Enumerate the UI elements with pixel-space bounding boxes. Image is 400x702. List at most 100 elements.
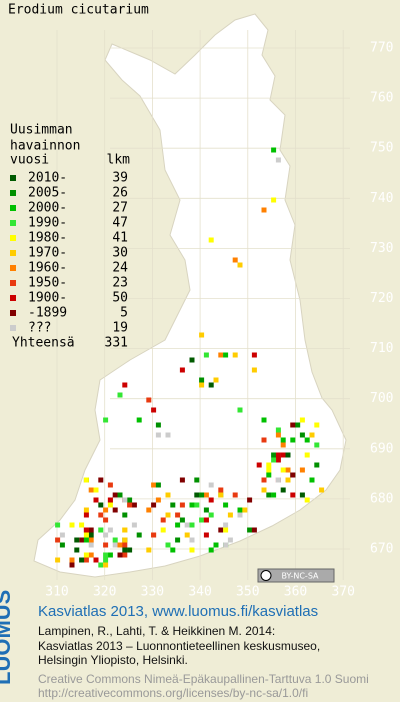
legend-count: 41 xyxy=(112,231,128,246)
occurrence-square xyxy=(79,537,85,543)
citation: Lampinen, R., Lahti, T. & Heikkinen M. 2… xyxy=(38,624,275,638)
logo: LUOMUS xyxy=(0,590,15,685)
y-label: 700 xyxy=(370,391,393,406)
occurrence-square xyxy=(117,542,123,548)
occurrence-square xyxy=(266,492,272,498)
occurrence-square xyxy=(299,467,305,473)
occurrence-square xyxy=(208,512,214,518)
legend-label: 2010- xyxy=(28,171,67,186)
occurrence-square xyxy=(242,507,248,513)
occurrence-square xyxy=(170,502,176,508)
legend-swatch xyxy=(10,310,16,316)
occurrence-square xyxy=(218,352,224,358)
occurrence-square xyxy=(83,477,89,483)
occurrence-square xyxy=(309,477,315,483)
occurrence-square xyxy=(266,462,272,468)
legend-count: 24 xyxy=(112,261,128,276)
occurrence-square xyxy=(227,537,233,543)
occurrence-square xyxy=(208,482,214,488)
license-badge: BY-NC-SA xyxy=(257,568,335,583)
occurrence-square xyxy=(55,557,61,563)
occurrence-square xyxy=(79,522,85,528)
occurrence-square xyxy=(223,522,229,528)
occurrence-square xyxy=(256,462,262,468)
occurrence-square xyxy=(275,157,281,163)
x-label: 320 xyxy=(93,585,116,600)
occurrence-square xyxy=(271,452,277,458)
y-label: 690 xyxy=(370,441,393,456)
occurrence-square xyxy=(208,547,214,553)
occurrence-square xyxy=(189,522,195,528)
occurrence-square xyxy=(251,352,257,358)
legend-swatch xyxy=(10,235,16,241)
occurrence-square xyxy=(275,477,281,483)
occurrence-square xyxy=(261,437,267,443)
occurrence-square xyxy=(103,532,109,538)
occurrence-square xyxy=(151,532,157,538)
occurrence-square xyxy=(122,527,128,533)
legend-label: 1960- xyxy=(28,261,67,276)
occurrence-square xyxy=(280,487,286,493)
y-label: 710 xyxy=(370,341,393,356)
legend-swatch xyxy=(10,220,16,226)
occurrence-square xyxy=(59,542,65,548)
legend-label: 1950- xyxy=(28,276,67,291)
occurrence-square xyxy=(155,497,161,503)
occurrence-square xyxy=(155,432,161,438)
legend-swatch xyxy=(10,250,16,256)
occurrence-square xyxy=(223,542,229,548)
occurrence-square xyxy=(203,517,209,523)
occurrence-square xyxy=(127,502,133,508)
y-label: 720 xyxy=(370,291,393,306)
occurrence-square xyxy=(232,257,238,263)
occurrence-square xyxy=(275,427,281,433)
occurrence-square xyxy=(232,492,238,498)
legend-heading: havainnon xyxy=(10,139,80,154)
occurrence-square xyxy=(179,502,185,508)
occurrence-square xyxy=(136,417,142,423)
occurrence-square xyxy=(175,522,181,528)
occurrence-square xyxy=(208,237,214,243)
occurrence-square xyxy=(251,367,257,373)
occurrence-square xyxy=(98,562,104,568)
occurrence-square xyxy=(304,497,310,503)
occurrence-square xyxy=(122,542,128,548)
occurrence-square xyxy=(271,492,277,498)
occurrence-square xyxy=(146,507,152,513)
occurrence-square xyxy=(275,452,281,458)
legend-column: lkm xyxy=(107,153,131,168)
legend-total-label: Yhteensä xyxy=(12,336,75,351)
legend-count: 19 xyxy=(112,321,128,336)
occurrence-square xyxy=(261,207,267,213)
occurrence-square xyxy=(203,352,209,358)
legend-count: 39 xyxy=(112,171,128,186)
legend-label: 1980- xyxy=(28,231,67,246)
occurrence-square xyxy=(251,527,257,533)
legend-label: ??? xyxy=(28,321,51,336)
occurrence-square xyxy=(290,472,296,478)
occurrence-square xyxy=(122,497,128,503)
y-label: 670 xyxy=(370,542,393,557)
occurrence-square xyxy=(103,507,109,513)
occurrence-square xyxy=(83,552,89,558)
occurrence-square xyxy=(271,457,277,463)
occurrence-square xyxy=(122,382,128,388)
occurrence-square xyxy=(189,502,195,508)
occurrence-square xyxy=(194,492,200,498)
citation: Kasviatlas 2013 – Luonnontieteellinen ke… xyxy=(38,639,320,653)
occurrence-square xyxy=(280,437,286,443)
occurrence-square xyxy=(189,357,195,363)
occurrence-square xyxy=(203,532,209,538)
legend-swatch xyxy=(10,265,16,271)
occurrence-square xyxy=(117,492,123,498)
occurrence-square xyxy=(103,557,109,563)
occurrence-square xyxy=(165,492,171,498)
legend-column: vuosi xyxy=(10,153,49,168)
license-text: http://creativecommons.org/licenses/by-n… xyxy=(38,686,308,700)
map-title: Erodium cicutarium xyxy=(8,3,149,18)
occurrence-square xyxy=(237,262,243,268)
occurrence-square xyxy=(83,557,89,563)
occurrence-square xyxy=(151,407,157,413)
occurrence-square xyxy=(247,497,253,503)
